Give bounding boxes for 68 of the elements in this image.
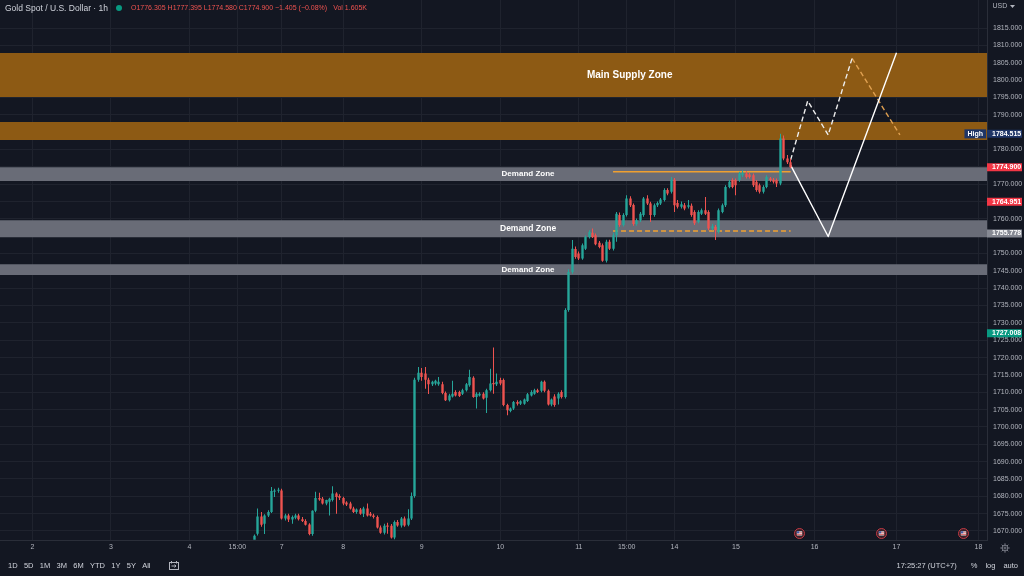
candlestick <box>256 508 259 536</box>
candlestick <box>434 379 437 386</box>
candlestick <box>489 368 492 392</box>
candlestick <box>786 155 789 165</box>
candlestick <box>512 400 515 410</box>
candlestick <box>601 243 604 262</box>
candlestick <box>543 380 546 393</box>
candlestick <box>287 513 290 522</box>
candlestick <box>260 511 263 527</box>
candlestick <box>738 171 741 182</box>
candlestick <box>355 508 358 514</box>
candlestick <box>352 506 355 513</box>
candlestick <box>717 208 720 234</box>
candlestick <box>342 496 345 506</box>
candlestick <box>335 492 338 514</box>
candlestick <box>758 183 761 194</box>
candlestick <box>605 239 608 263</box>
band-label: Demand Zone <box>501 264 556 274</box>
candlestick <box>680 201 683 209</box>
candlestick <box>588 230 591 239</box>
band-label: Demand Zone <box>499 223 557 234</box>
candlestick <box>485 388 488 414</box>
candlestick <box>263 514 266 535</box>
candlestick <box>789 158 792 169</box>
candlestick <box>318 492 321 501</box>
candlestick <box>571 240 574 274</box>
candlestick <box>574 246 577 259</box>
candlestick <box>533 388 536 395</box>
candlestick <box>516 400 519 406</box>
candlestick <box>653 203 656 217</box>
candlestick <box>553 394 556 407</box>
candlestick <box>536 388 539 393</box>
candlestick <box>362 506 365 518</box>
candlestick <box>253 534 256 540</box>
line-series <box>789 57 853 161</box>
candlestick <box>390 524 393 539</box>
band-label: Main Supply Zone <box>586 68 673 80</box>
candlestick <box>492 347 495 394</box>
candlestick <box>359 508 362 515</box>
candlestick <box>294 513 297 520</box>
candlestick <box>635 218 638 226</box>
candlestick <box>714 225 717 240</box>
candlestick <box>461 388 464 396</box>
candlestick <box>284 513 287 521</box>
chart-title: Gold Spot / U.S. Dollar · 1h <box>5 2 109 13</box>
candlestick <box>400 517 403 528</box>
candlestick <box>663 188 666 202</box>
candlestick <box>666 188 669 196</box>
candlestick <box>291 515 294 524</box>
candlestick <box>403 516 406 527</box>
candlestick <box>519 400 522 406</box>
candlestick <box>297 513 300 521</box>
candlestick <box>687 200 690 209</box>
candlestick <box>711 224 714 231</box>
candlestick <box>345 501 348 507</box>
candlestick <box>745 170 748 179</box>
candlestick <box>475 392 478 409</box>
candlestick <box>734 178 737 196</box>
band-label: Demand Zone <box>501 169 556 179</box>
candlestick <box>417 366 420 382</box>
candlestick <box>308 523 311 536</box>
candlestick <box>526 392 529 402</box>
candlestick <box>366 503 369 517</box>
candlestick <box>502 378 505 407</box>
candlestick <box>594 233 597 246</box>
candlestick <box>301 517 304 522</box>
candlestick <box>437 376 440 386</box>
candlestick <box>321 496 324 505</box>
